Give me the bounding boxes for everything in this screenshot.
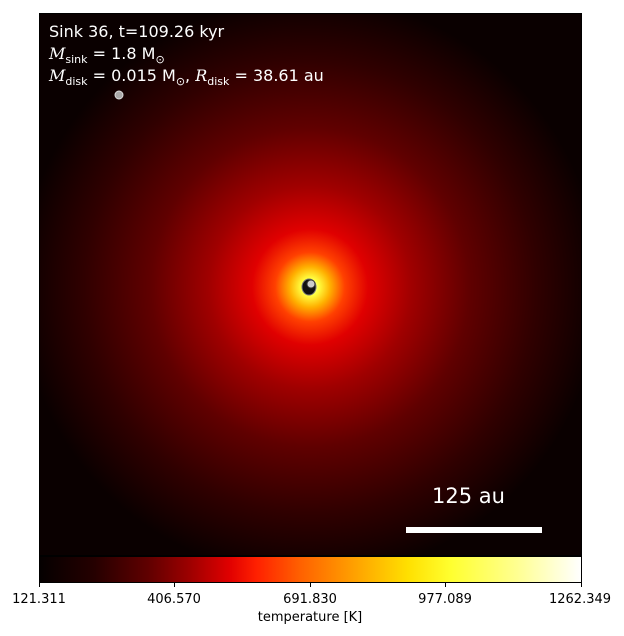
scale-bar-label: 125 au — [432, 484, 505, 508]
colorbar-label: temperature [K] — [257, 610, 363, 625]
colorbar-tick-label: 977.089 — [418, 592, 472, 607]
colorbar-tick — [581, 583, 582, 587]
colorbar-tick — [174, 583, 175, 587]
central-sink-marker — [306, 279, 316, 289]
sink-title: Sink 36, t=109.26 kyr — [49, 22, 225, 41]
temperature-map-panel: Sink 36, t=109.26 kyr Msink = 1.8 M⊙ Mdi… — [39, 13, 582, 556]
colorbar-tick-label: 121.311 — [12, 592, 66, 607]
colorbar-tick-label: 406.570 — [147, 592, 201, 607]
sink-mass-label: Msink = 1.8 M⊙ — [49, 44, 165, 67]
colorbar-tick-label: 1262.349 — [548, 592, 612, 607]
colorbar-tick-label: 691.830 — [283, 592, 337, 607]
colorbar-tick — [39, 583, 40, 587]
disk-properties-label: Mdisk = 0.015 M⊙, Rdisk = 38.61 au — [49, 66, 324, 89]
temperature-map — [40, 14, 581, 555]
colorbar-tick — [310, 583, 311, 587]
colorbar-tick — [445, 583, 446, 587]
colorbar — [39, 556, 582, 583]
secondary-sink-marker — [114, 90, 124, 100]
scale-bar — [406, 527, 542, 533]
